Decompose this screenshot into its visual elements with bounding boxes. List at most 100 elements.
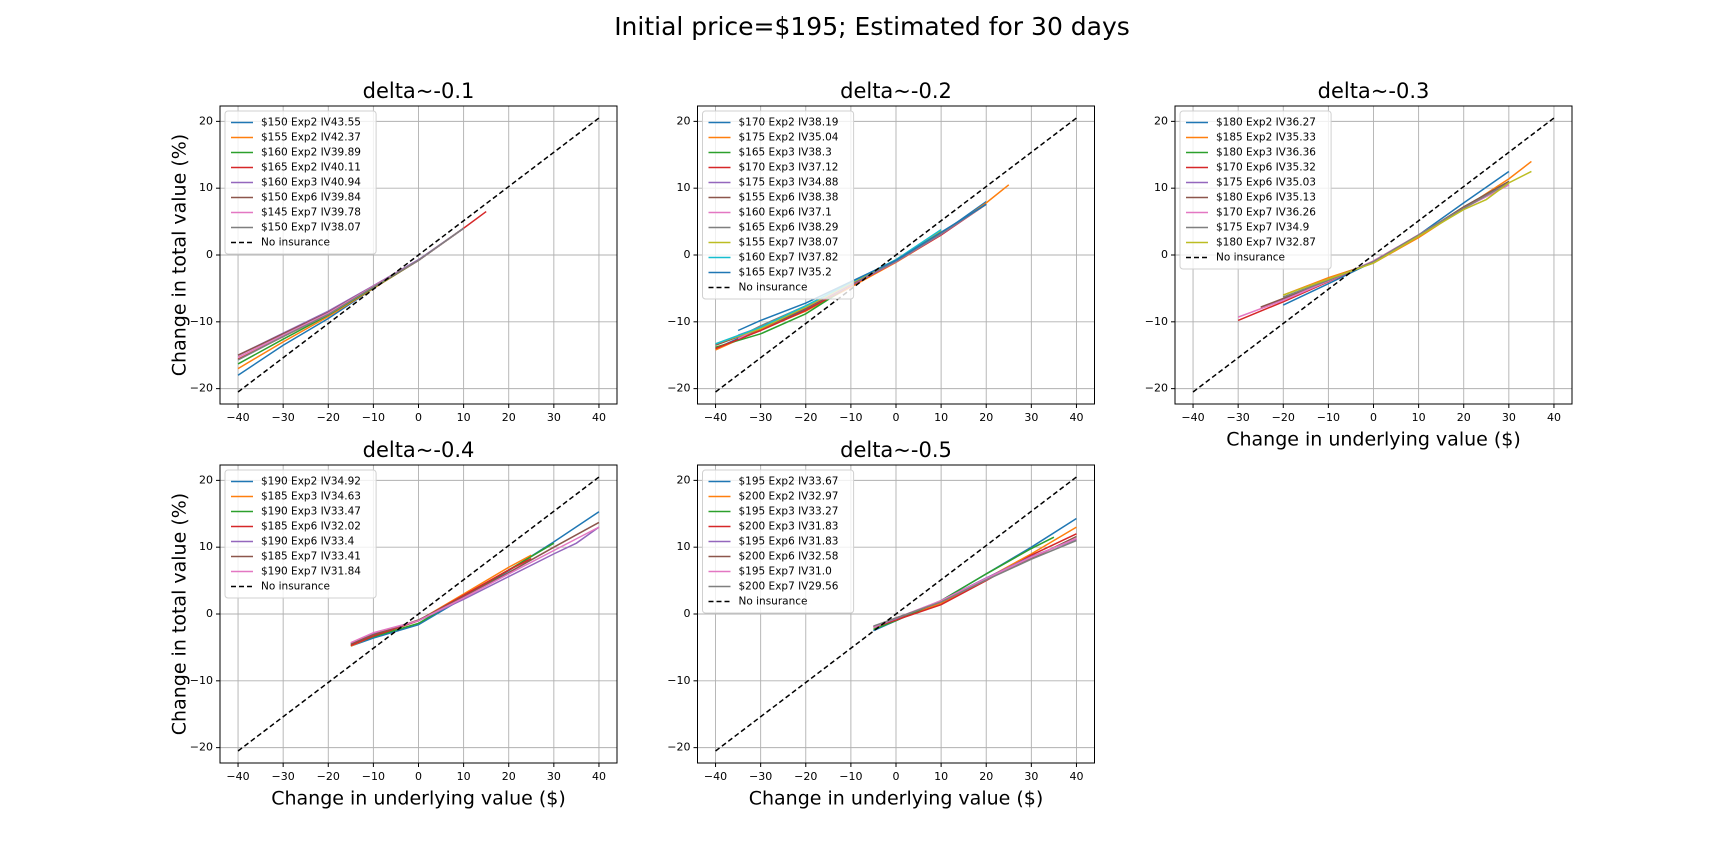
legend-label: No insurance xyxy=(739,282,808,294)
series-line xyxy=(237,117,600,393)
y-tick-label: 0 xyxy=(206,248,213,261)
subplot-title: delta~-0.5 xyxy=(840,438,952,462)
legend-box xyxy=(1179,110,1332,270)
series-line xyxy=(873,533,1077,629)
x-tick-label: −30 xyxy=(1227,411,1250,424)
legend-label: $145 Exp7 IV39.78 xyxy=(261,207,361,219)
legend-label: No insurance xyxy=(1216,252,1285,264)
legend-label: $190 Exp7 IV31.84 xyxy=(261,566,361,578)
legend-label: $175 Exp7 IV34.9 xyxy=(1216,222,1309,234)
legend-label: $180 Exp3 IV36.36 xyxy=(1216,147,1316,159)
x-tick-label: −30 xyxy=(272,770,295,783)
y-tick-label: −20 xyxy=(190,741,213,754)
x-axis-label: Change in underlying value ($) xyxy=(1226,429,1521,451)
x-tick-label: 30 xyxy=(1024,411,1038,424)
legend-label: $170 Exp2 IV38.19 xyxy=(739,117,839,129)
legend-label: $165 Exp7 IV35.2 xyxy=(739,267,832,279)
y-tick-label: 10 xyxy=(677,181,691,194)
x-tick-label: 30 xyxy=(547,770,561,783)
y-tick-label: −20 xyxy=(667,382,690,395)
series-line xyxy=(873,539,1077,627)
x-tick-label: 20 xyxy=(1457,411,1471,424)
x-tick-label: −10 xyxy=(362,770,385,783)
x-tick-label: −10 xyxy=(839,411,862,424)
legend-label: $180 Exp7 IV32.87 xyxy=(1216,237,1316,249)
x-tick-label: −40 xyxy=(704,770,727,783)
x-tick-label: −20 xyxy=(317,411,340,424)
x-axis-label: Change in underlying value ($) xyxy=(271,788,566,810)
y-tick-label: −20 xyxy=(1145,382,1168,395)
series-line xyxy=(1283,182,1510,298)
legend-label: $175 Exp3 IV34.88 xyxy=(739,177,839,189)
x-tick-label: −30 xyxy=(749,770,772,783)
legend-label: $200 Exp3 IV31.83 xyxy=(739,521,839,533)
y-tick-label: −10 xyxy=(190,674,213,687)
axes-frame xyxy=(697,105,1095,405)
x-tick-label: 10 xyxy=(457,770,471,783)
x-tick-label: 0 xyxy=(415,770,422,783)
y-tick-label: 10 xyxy=(1154,181,1168,194)
x-tick-label: 0 xyxy=(893,411,900,424)
x-tick-label: 10 xyxy=(457,411,471,424)
y-tick-label: −10 xyxy=(667,315,690,328)
legend-box xyxy=(702,110,855,300)
y-tick-label: 10 xyxy=(199,540,213,553)
x-tick-label: −10 xyxy=(1317,411,1340,424)
legend-box xyxy=(224,110,377,255)
legend-label: $185 Exp2 IV35.33 xyxy=(1216,132,1316,144)
legend-label: $170 Exp7 IV36.26 xyxy=(1216,207,1316,219)
y-tick-label: 0 xyxy=(684,607,691,620)
legend-label: $160 Exp2 IV39.89 xyxy=(261,147,361,159)
x-tick-label: 30 xyxy=(547,411,561,424)
legend-label: $165 Exp2 IV40.11 xyxy=(261,162,361,174)
x-tick-label: 0 xyxy=(893,770,900,783)
legend-label: $155 Exp7 IV38.07 xyxy=(739,237,839,249)
subplot-title: delta~-0.3 xyxy=(1318,79,1430,103)
series-line xyxy=(237,227,465,361)
subplot-title: delta~-0.1 xyxy=(363,79,475,103)
x-tick-label: −40 xyxy=(226,770,249,783)
series-line xyxy=(237,476,600,752)
legend-label: $200 Exp6 IV32.58 xyxy=(739,551,839,563)
legend: $190 Exp2 IV34.92 $185 Exp3 IV34.63 $190 E… xyxy=(224,469,377,599)
legend-label: No insurance xyxy=(739,596,808,608)
x-tick-label: −30 xyxy=(272,411,295,424)
y-axis-label: Change in total value (%) xyxy=(169,134,191,376)
legend: $180 Exp2 IV36.27 $185 Exp2 IV35.33 $180 E… xyxy=(1179,110,1332,270)
legend-label: $190 Exp2 IV34.92 xyxy=(261,476,361,488)
x-tick-label: −30 xyxy=(749,411,772,424)
legend: $170 Exp2 IV38.19 $175 Exp2 IV35.04 $165 E… xyxy=(702,110,855,300)
x-tick-label: −20 xyxy=(1272,411,1295,424)
y-tick-label: 0 xyxy=(1161,248,1168,261)
x-tick-label: 10 xyxy=(934,411,948,424)
axes-frame xyxy=(219,105,618,405)
figure-title: Initial price=$195; Estimated for 30 day… xyxy=(614,12,1130,41)
x-tick-label: −20 xyxy=(317,770,340,783)
axes-frame xyxy=(219,464,618,764)
x-tick-label: 40 xyxy=(1547,411,1561,424)
legend-label: $155 Exp6 IV38.38 xyxy=(739,192,839,204)
legend-label: $185 Exp7 IV33.41 xyxy=(261,551,361,563)
y-tick-label: 0 xyxy=(206,607,213,620)
legend-label: $150 Exp2 IV43.55 xyxy=(261,117,361,129)
y-tick-label: 20 xyxy=(199,114,213,127)
subplot: delta~-0.2 −40 −30 −20 −10 0 10 20 30 40 −20 −10 0 10… xyxy=(667,79,1095,424)
subplot: delta~-0.5 −40 −30 −20 −10 0 10 20 30 40 −20 −10 0 10… xyxy=(667,438,1095,810)
legend-label: $180 Exp6 IV35.13 xyxy=(1216,192,1316,204)
subplot: delta~-0.1 −40 −30 −20 −10 0 10 20 30 40 −20 −10 0 10… xyxy=(169,79,618,424)
x-tick-label: 40 xyxy=(1069,411,1083,424)
x-tick-label: −10 xyxy=(362,411,385,424)
x-tick-label: 20 xyxy=(502,770,516,783)
legend-label: $155 Exp2 IV42.37 xyxy=(261,132,361,144)
legend-label: $175 Exp6 IV35.03 xyxy=(1216,177,1316,189)
legend-label: $195 Exp2 IV33.67 xyxy=(739,476,839,488)
x-tick-label: −40 xyxy=(226,411,249,424)
legend-label: $180 Exp2 IV36.27 xyxy=(1216,117,1316,129)
x-tick-label: 20 xyxy=(502,411,516,424)
legend-label: $165 Exp3 IV38.3 xyxy=(739,147,832,159)
y-tick-label: 20 xyxy=(677,114,691,127)
series-line xyxy=(1192,117,1555,393)
subplot-title: delta~-0.4 xyxy=(363,438,475,462)
x-tick-label: −20 xyxy=(794,411,817,424)
